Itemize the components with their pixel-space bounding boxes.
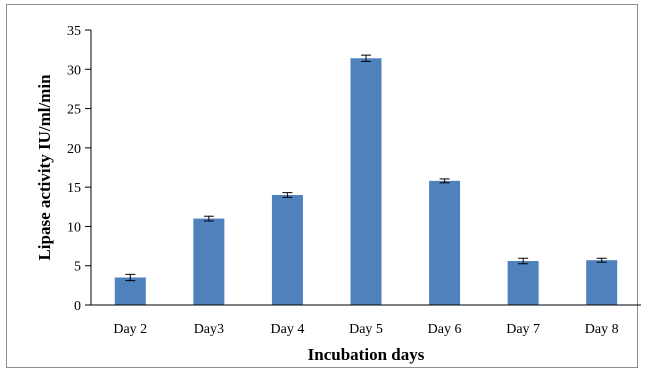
- y-tick-label: 10: [67, 220, 81, 235]
- y-tick-label: 30: [67, 63, 81, 78]
- x-tick-label: Day 6: [428, 322, 462, 337]
- bars: [114, 58, 618, 306]
- x-tick-label: Day3: [194, 322, 224, 337]
- y-axis-title: Lipase activity IU/ml/min: [35, 74, 54, 261]
- x-tick-label: Day 4: [271, 322, 305, 337]
- y-tick-label: 35: [67, 24, 81, 39]
- bar-day-6: [429, 180, 461, 305]
- bar-day-5: [350, 58, 382, 306]
- x-tick-label: Day 8: [585, 322, 619, 337]
- y-tick-label: 0: [74, 299, 81, 314]
- x-tick-label: Day 7: [506, 322, 540, 337]
- y-tick-label: 25: [67, 103, 81, 118]
- error-bars: [125, 54, 607, 282]
- y-tick-label: 15: [67, 181, 81, 196]
- bar-day-2: [114, 277, 146, 305]
- bar-day-8: [586, 260, 618, 305]
- y-tick-label: 20: [67, 142, 81, 157]
- x-tick-label: Day 2: [113, 322, 147, 337]
- bar-day-7: [507, 261, 539, 305]
- y-tick-label: 5: [74, 260, 81, 275]
- chart-frame: [6, 4, 638, 368]
- y-axis-ticks: 0 5 10 15 20 25 30 35: [67, 24, 91, 314]
- x-axis-ticks: Day 2 Day3 Day 4 Day 5 Day 6 Day 7 Day 8: [113, 322, 618, 337]
- x-tick-label: Day 5: [349, 322, 383, 337]
- x-axis-title: Incubation days: [308, 345, 425, 364]
- bar-day3: [193, 218, 225, 305]
- bar-day-4: [271, 195, 303, 305]
